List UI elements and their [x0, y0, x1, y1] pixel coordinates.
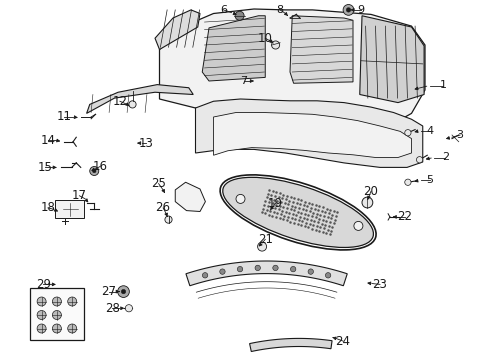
Ellipse shape [223, 177, 373, 247]
Text: 16: 16 [93, 160, 108, 173]
Circle shape [220, 269, 225, 274]
Text: 20: 20 [364, 185, 378, 198]
Circle shape [52, 310, 61, 320]
Text: 14: 14 [40, 134, 55, 147]
Circle shape [165, 216, 172, 223]
Text: 10: 10 [258, 32, 273, 45]
Circle shape [405, 130, 411, 136]
Circle shape [121, 289, 126, 294]
Circle shape [52, 297, 61, 306]
Circle shape [258, 242, 267, 251]
Text: 17: 17 [72, 189, 87, 202]
Polygon shape [160, 9, 425, 131]
Text: 4: 4 [426, 126, 433, 135]
Circle shape [273, 265, 278, 271]
Polygon shape [186, 261, 347, 286]
Text: 23: 23 [372, 278, 388, 291]
Text: 26: 26 [156, 201, 171, 215]
Circle shape [37, 310, 46, 320]
Text: 25: 25 [151, 177, 166, 190]
Text: 28: 28 [105, 302, 120, 315]
Circle shape [271, 41, 280, 49]
Text: 12: 12 [112, 95, 127, 108]
Polygon shape [87, 85, 193, 113]
Circle shape [52, 324, 61, 333]
Circle shape [202, 273, 208, 278]
Polygon shape [214, 112, 412, 158]
Circle shape [362, 197, 373, 208]
Text: 3: 3 [457, 130, 464, 140]
Text: 21: 21 [258, 233, 273, 246]
Circle shape [118, 286, 129, 297]
Circle shape [308, 269, 314, 274]
Polygon shape [155, 10, 200, 49]
Circle shape [291, 266, 296, 272]
Circle shape [37, 324, 46, 333]
Circle shape [354, 221, 363, 230]
Circle shape [68, 324, 77, 333]
Circle shape [93, 169, 96, 173]
Text: 15: 15 [37, 161, 52, 174]
Circle shape [236, 194, 245, 203]
Circle shape [68, 297, 77, 306]
Text: 18: 18 [41, 201, 55, 215]
Polygon shape [290, 16, 353, 83]
Text: 7: 7 [241, 76, 247, 86]
Text: 27: 27 [101, 285, 117, 298]
Circle shape [325, 273, 331, 278]
Circle shape [90, 166, 99, 175]
Circle shape [129, 101, 136, 108]
Text: 22: 22 [397, 210, 412, 224]
Text: 13: 13 [139, 136, 153, 150]
Circle shape [405, 179, 411, 185]
Text: 19: 19 [268, 197, 283, 210]
Text: 29: 29 [36, 278, 51, 291]
Circle shape [343, 5, 354, 15]
FancyBboxPatch shape [55, 200, 84, 218]
FancyBboxPatch shape [30, 288, 84, 340]
Text: 5: 5 [426, 175, 433, 185]
Text: 6: 6 [220, 5, 227, 15]
Text: 8: 8 [276, 5, 284, 15]
Circle shape [125, 305, 132, 312]
Polygon shape [360, 16, 424, 103]
Circle shape [416, 157, 423, 163]
Text: 2: 2 [441, 153, 449, 162]
Polygon shape [175, 182, 205, 211]
Text: 11: 11 [57, 111, 72, 123]
Polygon shape [202, 16, 265, 81]
Circle shape [37, 297, 46, 306]
Circle shape [235, 11, 244, 20]
Polygon shape [249, 338, 332, 351]
Circle shape [255, 265, 260, 271]
Text: 9: 9 [358, 5, 365, 15]
Circle shape [237, 266, 243, 272]
Polygon shape [196, 99, 423, 167]
Text: 24: 24 [336, 334, 351, 348]
Text: 1: 1 [440, 81, 446, 90]
Circle shape [346, 8, 351, 12]
